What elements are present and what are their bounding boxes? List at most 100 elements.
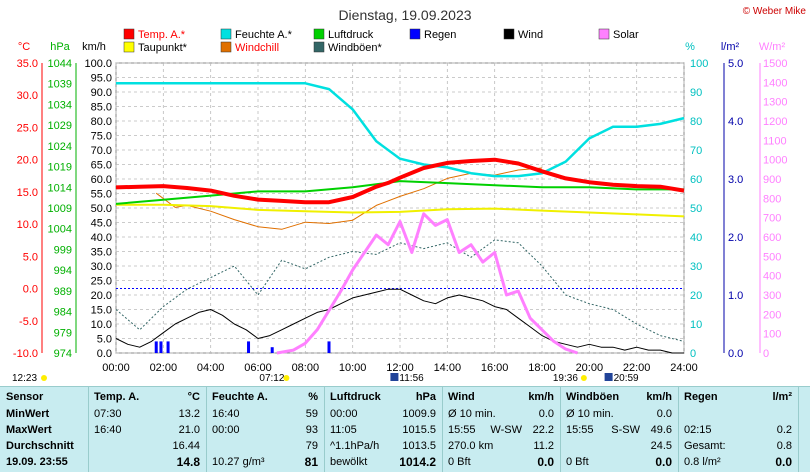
solar-tick-label: 100 bbox=[763, 329, 781, 341]
cell-left: 16:40 bbox=[94, 424, 122, 436]
legend-label: Temp. A.* bbox=[138, 29, 186, 41]
rain-bar bbox=[247, 341, 251, 353]
table-row: 11:05 1015.5 bbox=[324, 422, 442, 439]
cell-left: 11:05 bbox=[330, 424, 357, 436]
humidity-tick-label: 50 bbox=[690, 203, 702, 215]
wind-tick-label: 15.0 bbox=[91, 305, 112, 317]
humidity-tick-label: 60 bbox=[690, 174, 702, 186]
wind-tick-label: 55.0 bbox=[91, 189, 112, 201]
legend-label: Wind bbox=[518, 29, 543, 41]
chart-title: Dienstag, 19.09.2023 bbox=[338, 7, 471, 23]
rain-tick-label: 4.0 bbox=[728, 116, 743, 128]
wind-tick-label: 80.0 bbox=[91, 116, 112, 128]
cell-value: 24.5 bbox=[650, 440, 672, 452]
solar-tick-label: 1500 bbox=[763, 58, 787, 70]
pressure-tick-label: 1039 bbox=[48, 79, 72, 91]
pressure-tick-label: 1044 bbox=[48, 58, 72, 70]
wind-tick-label: 25.0 bbox=[91, 276, 112, 288]
column-unit: l/m² bbox=[772, 391, 792, 403]
pressure-tick-label: 1024 bbox=[48, 141, 72, 153]
temp-tick-label: -5.0 bbox=[19, 316, 38, 328]
wind-tick-label: 85.0 bbox=[91, 102, 112, 114]
rain-tick-label: 3.0 bbox=[728, 174, 743, 186]
humidity-unit-label: % bbox=[685, 41, 695, 53]
series-temp-a bbox=[115, 157, 685, 205]
wind-tick-label: 5.0 bbox=[97, 334, 112, 346]
cell-left: 10.27 g/m³ bbox=[212, 456, 265, 468]
noon-label: 11:56 bbox=[399, 373, 424, 384]
solar-tick-label: 0 bbox=[763, 348, 769, 360]
wind-tick-label: 100.0 bbox=[84, 58, 112, 70]
table-row: 10.27 g/m³ 81 bbox=[206, 454, 324, 471]
rain-bar bbox=[154, 341, 158, 353]
cell-value: 21.0 bbox=[178, 424, 200, 436]
plot-grid bbox=[115, 62, 685, 354]
axes: 00:00 02:00 04:00 06:00 08:00 10:00 12:00 14:00… bbox=[13, 41, 788, 374]
humidity-tick-label: 100 bbox=[690, 58, 708, 70]
table-header-row: Feuchte A.% bbox=[206, 389, 324, 406]
table-row: bewölkt 1014.2 bbox=[324, 454, 442, 471]
temp-unit-label: °C bbox=[18, 41, 30, 53]
moon-label: 20:59 bbox=[614, 373, 639, 384]
temp-tick-label: 25.0 bbox=[17, 122, 38, 134]
cell-left: 0 Bft bbox=[448, 456, 471, 468]
solar-tick-label: 600 bbox=[763, 232, 781, 244]
temp-tick-label: 20.0 bbox=[17, 155, 38, 167]
sun-markers: 12:23 07:12 11:56 19:36 20:59 bbox=[12, 373, 639, 384]
wind-tick-label: 65.0 bbox=[91, 160, 112, 172]
cell-value: 59 bbox=[305, 408, 318, 420]
cell-left: Ø 10 min. bbox=[448, 408, 496, 420]
legend-label: Taupunkt* bbox=[138, 42, 188, 54]
solar-tick-label: 1100 bbox=[763, 135, 787, 147]
table-row: MaxWert bbox=[0, 422, 88, 439]
table-row: 270.0 km 11.2 bbox=[442, 438, 560, 455]
cell-value: 13.2 bbox=[178, 408, 200, 420]
solar-tick-label: 400 bbox=[763, 271, 781, 283]
temp-tick-label: 30.0 bbox=[17, 90, 38, 102]
wind-tick-label: 30.0 bbox=[91, 261, 112, 273]
legend-swatch bbox=[123, 41, 135, 53]
column-header: Wind bbox=[448, 391, 475, 403]
legend-label: Luftdruck bbox=[328, 29, 374, 41]
column-header: Sensor bbox=[6, 391, 44, 403]
cell-value: 93 bbox=[305, 424, 318, 436]
table-row: 16:40 21.0 bbox=[88, 422, 206, 439]
credit-text: © Weber Mike bbox=[743, 6, 807, 17]
cell-left: 0 Bft bbox=[566, 456, 589, 468]
table-row: 79 bbox=[206, 438, 324, 455]
pressure-tick-label: 994 bbox=[54, 265, 72, 277]
rain-unit-label: l/m² bbox=[721, 41, 740, 53]
column-header: Temp. A. bbox=[94, 391, 140, 403]
cell-left: bewölkt bbox=[330, 456, 368, 468]
humidity-tick-label: 30 bbox=[690, 261, 702, 273]
humidity-tick-label: 80 bbox=[690, 116, 702, 128]
table-column-gusts: Windböen km/h Ø 10 min. 0.0 15:55 S-SW 49.6 24.… bbox=[560, 387, 679, 472]
cell-value: 1009.9 bbox=[402, 408, 436, 420]
cell-value: 81 bbox=[304, 455, 318, 469]
pressure-tick-label: 1029 bbox=[48, 120, 72, 132]
column-header: Feuchte A. bbox=[212, 391, 268, 403]
wind-tick-label: 60.0 bbox=[91, 174, 112, 186]
humidity-tick-label: 70 bbox=[690, 145, 702, 157]
cell-mid: S-SW bbox=[611, 424, 640, 436]
x-tick-label: 10:00 bbox=[339, 362, 367, 374]
column-unit: % bbox=[308, 391, 318, 403]
sunset-icon bbox=[580, 375, 587, 381]
cell-left: 16:40 bbox=[212, 408, 240, 420]
column-unit: km/h bbox=[528, 391, 554, 403]
table-row: 14.8 bbox=[88, 454, 206, 471]
row-label: 19.09. 23:55 bbox=[6, 456, 68, 468]
table-header-row: Windböen km/h bbox=[560, 389, 678, 406]
temp-tick-label: 15.0 bbox=[17, 187, 38, 199]
wind-tick-label: 45.0 bbox=[91, 218, 112, 230]
legend-label: Regen bbox=[424, 29, 456, 41]
table-row: 15:55 W-SW 22.2 bbox=[442, 422, 560, 439]
table-header-row: Luftdruck hPa bbox=[324, 389, 442, 406]
series-windb-en bbox=[115, 239, 685, 342]
cell-left: 00:00 bbox=[330, 408, 358, 420]
cell-value: 1013.5 bbox=[402, 440, 436, 452]
cell-value: 14.8 bbox=[176, 455, 200, 469]
pressure-tick-label: 1009 bbox=[48, 203, 72, 215]
sunrise-label: 07:12 bbox=[259, 373, 284, 384]
pressure-tick-label: 979 bbox=[54, 327, 72, 339]
